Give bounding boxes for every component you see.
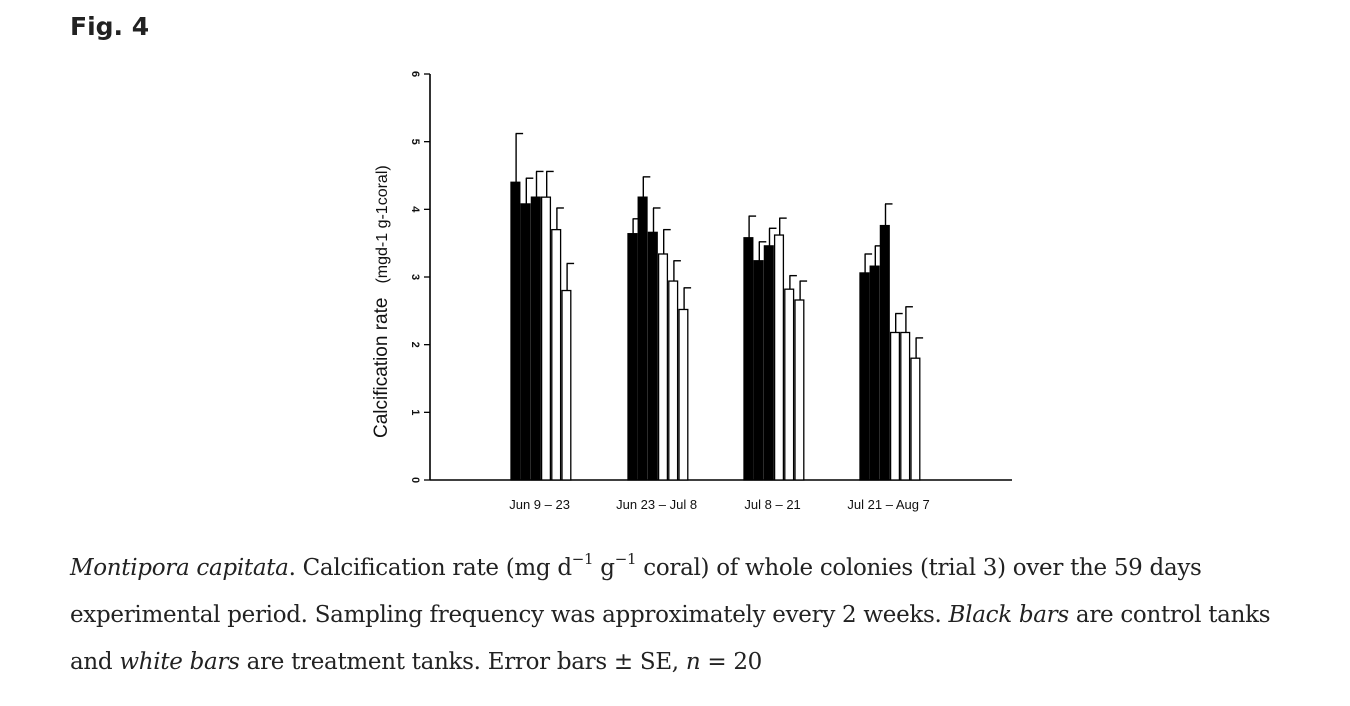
y-tick-label: 3 bbox=[409, 274, 421, 280]
bar-control bbox=[879, 224, 890, 481]
bar-treatment bbox=[900, 331, 911, 481]
x-tick-label: Jun 9 – 23 bbox=[509, 497, 570, 512]
caption-text-5: are treatment tanks. Error bars ± SE, bbox=[239, 649, 686, 675]
bar-treatment bbox=[561, 289, 572, 481]
x-tick-label: Jul 21 – Aug 7 bbox=[847, 497, 929, 512]
bar-chart: 0 1 2 3 4 5 6 Calcification rate (mgd-1 g-1coral… bbox=[371, 71, 1012, 512]
y-tick-label: 5 bbox=[409, 139, 421, 145]
caption-sup-1: −1 bbox=[571, 550, 594, 569]
bar-treatment bbox=[551, 228, 562, 481]
caption-text-6: = 20 bbox=[700, 649, 763, 675]
caption-black-bars: Black bars bbox=[948, 602, 1070, 628]
bar-control bbox=[869, 265, 880, 481]
caption-text-2: g bbox=[593, 555, 615, 581]
bar-treatment bbox=[657, 253, 669, 481]
bar-treatment bbox=[540, 196, 552, 481]
bar-treatment bbox=[794, 299, 805, 481]
y-tick-label: 0 bbox=[409, 477, 421, 483]
bar-control bbox=[753, 260, 764, 481]
bar-control bbox=[763, 245, 774, 481]
caption-sup-2: −1 bbox=[614, 550, 637, 569]
bar-treatment bbox=[910, 357, 921, 481]
caption-species: Montipora capitata bbox=[70, 555, 289, 581]
bar-treatment bbox=[678, 308, 689, 481]
bar-control bbox=[510, 181, 521, 481]
bar-treatment bbox=[784, 288, 795, 481]
figure-label: Fig. 4 bbox=[70, 12, 150, 41]
bar-control bbox=[743, 237, 754, 481]
x-tick-label: Jul 8 – 21 bbox=[744, 497, 800, 512]
bar-treatment bbox=[668, 280, 679, 481]
caption-text-4: are control tanks and bbox=[70, 602, 1271, 675]
y-axis-label-main: Calcification rate bbox=[371, 298, 392, 438]
caption-white-bars: white bars bbox=[119, 649, 240, 675]
y-tick-label: 1 bbox=[409, 409, 421, 415]
bar-control bbox=[859, 272, 870, 481]
y-tick-label: 4 bbox=[409, 206, 421, 213]
bar-control bbox=[627, 233, 638, 481]
caption-text-1: . Calcification rate (mg d bbox=[288, 555, 572, 581]
bar-treatment bbox=[889, 331, 901, 481]
x-tick-label: Jun 23 – Jul 8 bbox=[616, 497, 697, 512]
caption-n-symbol: n bbox=[685, 649, 701, 675]
y-tick-label: 2 bbox=[409, 342, 421, 348]
bar-control bbox=[530, 196, 541, 481]
y-axis-label-unit: (mgd-1 g-1coral) bbox=[374, 165, 391, 283]
bar-control bbox=[637, 196, 648, 481]
caption-text-3: coral) of whole colonies (trial 3) over … bbox=[70, 555, 1202, 628]
bar-treatment bbox=[773, 234, 785, 481]
y-axis-label: Calcification rate (mgd-1 g-1coral) bbox=[371, 165, 392, 438]
figure-caption: Montipora capitata. Calcification rate (… bbox=[70, 545, 1310, 686]
y-tick-label: 6 bbox=[409, 71, 421, 77]
bar-control bbox=[520, 203, 531, 481]
bar-control bbox=[647, 231, 658, 481]
